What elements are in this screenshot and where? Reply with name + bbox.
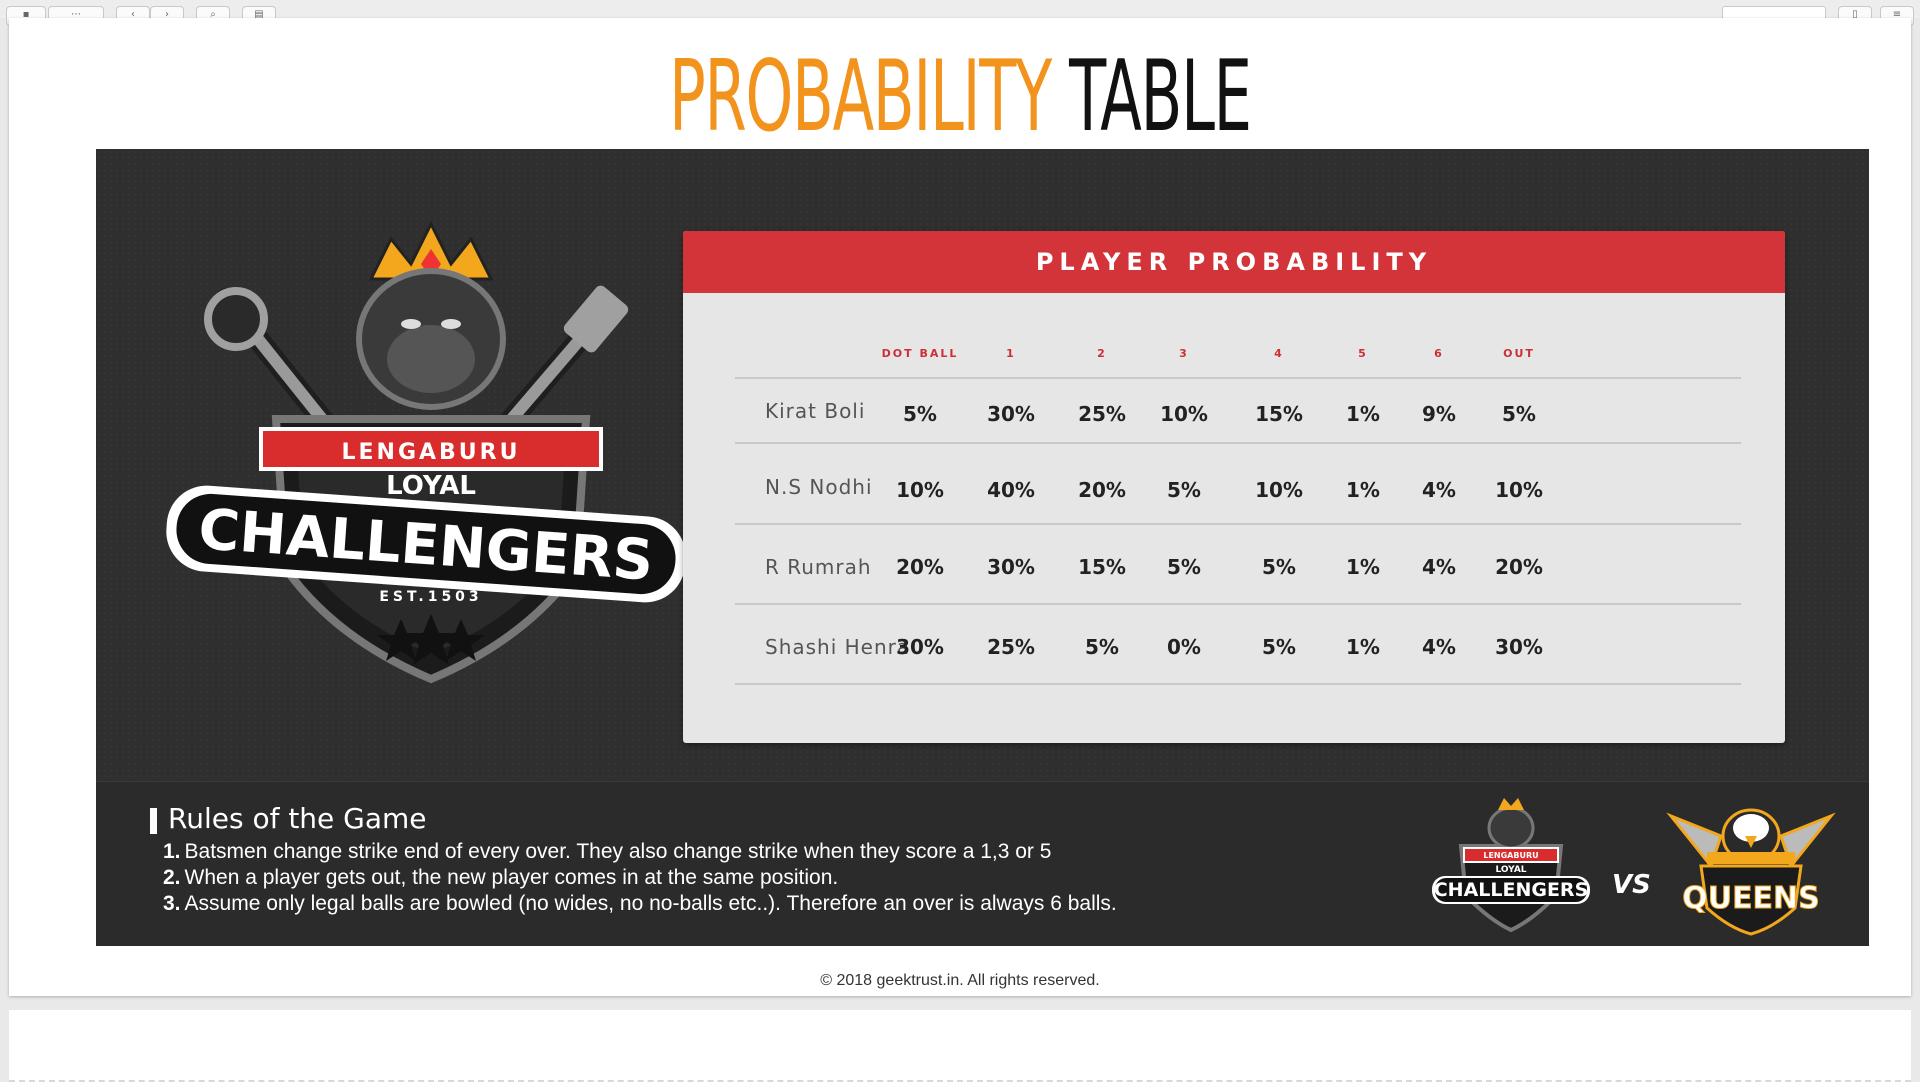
column-header: 6 bbox=[1434, 347, 1444, 360]
rules-marker bbox=[150, 808, 157, 834]
table-cell: 5% bbox=[903, 402, 937, 426]
table-cell: 0% bbox=[1167, 635, 1201, 659]
player-name: Shashi Henra bbox=[765, 635, 911, 659]
player-name: Kirat Boli bbox=[765, 399, 866, 423]
row-divider bbox=[735, 377, 1741, 379]
svg-text:CHALLENGERS: CHALLENGERS bbox=[1434, 879, 1589, 901]
column-header: 4 bbox=[1274, 347, 1284, 360]
column-header: 1 bbox=[1006, 347, 1016, 360]
document-page: PROBABILITY TABLE bbox=[9, 18, 1911, 996]
table-cell: 30% bbox=[987, 555, 1035, 579]
row-divider bbox=[735, 603, 1741, 605]
rule-item: 3. Assume only legal balls are bowled (no… bbox=[163, 892, 1117, 915]
table-cell: 5% bbox=[1262, 555, 1296, 579]
logo-est: EST.1503 bbox=[379, 589, 482, 605]
row-divider bbox=[735, 442, 1741, 444]
row-divider bbox=[735, 683, 1741, 685]
challengers-logo: LENGABURU LOYAL CHALLENGERS bbox=[1432, 798, 1590, 933]
column-header: 3 bbox=[1179, 347, 1189, 360]
table-cell: 30% bbox=[896, 635, 944, 659]
player-name: R Rumrah bbox=[765, 555, 872, 579]
rules-section: Rules of the Game 1. Batsmen change strik… bbox=[96, 781, 1869, 946]
table-cell: 10% bbox=[1255, 478, 1303, 502]
table-heading: PLAYER PROBABILITY bbox=[683, 231, 1785, 293]
column-header: 5 bbox=[1358, 347, 1368, 360]
table-cell: 1% bbox=[1346, 402, 1380, 426]
column-header: DOT BALL bbox=[881, 347, 959, 360]
table-cell: 1% bbox=[1346, 635, 1380, 659]
table-cell: 25% bbox=[987, 635, 1035, 659]
player-probability-table: PLAYER PROBABILITY DOT BALL 1 2 3 4 5 6 … bbox=[683, 231, 1785, 743]
table-cell: 15% bbox=[1255, 402, 1303, 426]
rule-item: 2. When a player gets out, the new player… bbox=[163, 866, 839, 889]
table-cell: 15% bbox=[1078, 555, 1126, 579]
column-header: 2 bbox=[1097, 347, 1107, 360]
row-divider bbox=[735, 523, 1741, 525]
table-cell: 4% bbox=[1422, 555, 1456, 579]
viewer-toolbar: ▪ ⋯ ‹ › ⌕ ▤ ▯ ≡ bbox=[0, 0, 1920, 26]
table-cell: 10% bbox=[1495, 478, 1543, 502]
infographic-banner: LENGABURU LOYAL CHALLENGERS EST.1503 PLA… bbox=[96, 149, 1869, 946]
queens-wordmark: QUEENS bbox=[1682, 881, 1820, 916]
table-cell: 1% bbox=[1346, 478, 1380, 502]
table-cell: 20% bbox=[896, 555, 944, 579]
table-cell: 5% bbox=[1502, 402, 1536, 426]
next-page-sheet bbox=[9, 1010, 1911, 1082]
rule-item: 1. Batsmen change strike end of every ove… bbox=[163, 840, 1052, 863]
table-cell: 20% bbox=[1495, 555, 1543, 579]
title-highlight: PROBABILITY bbox=[669, 40, 1052, 154]
table-cell: 20% bbox=[1078, 478, 1126, 502]
table-cell: 10% bbox=[1160, 402, 1208, 426]
logo-line1: LENGABURU bbox=[342, 440, 521, 465]
table-cell: 40% bbox=[987, 478, 1035, 502]
vs-label: VS bbox=[1612, 870, 1651, 900]
table-cell: 4% bbox=[1422, 478, 1456, 502]
logo-line2: LOYAL bbox=[386, 471, 476, 501]
table-cell: 1% bbox=[1346, 555, 1380, 579]
table-cell: 30% bbox=[1495, 635, 1543, 659]
title-rest: TABLE bbox=[1069, 40, 1252, 154]
svg-text:LOYAL: LOYAL bbox=[1495, 865, 1526, 875]
table-cell: 25% bbox=[1078, 402, 1126, 426]
table-cell: 5% bbox=[1085, 635, 1119, 659]
rules-heading: Rules of the Game bbox=[168, 802, 427, 835]
table-cell: 5% bbox=[1167, 555, 1201, 579]
svg-text:LENGABURU: LENGABURU bbox=[1483, 851, 1538, 860]
eagle-mascot-icon: QUEENS bbox=[1666, 808, 1836, 936]
column-header: OUT bbox=[1503, 347, 1535, 360]
table-cell: 5% bbox=[1167, 478, 1201, 502]
gorilla-mascot-icon: LENGABURU LOYAL CHALLENGERS EST.1503 bbox=[166, 220, 686, 684]
table-cell: 4% bbox=[1422, 635, 1456, 659]
copyright-text: © 2018 geektrust.in. All rights reserved… bbox=[820, 972, 1100, 989]
player-name: N.S Nodhi bbox=[765, 475, 873, 499]
table-cell: 30% bbox=[987, 402, 1035, 426]
table-cell: 9% bbox=[1422, 402, 1456, 426]
table-cell: 10% bbox=[896, 478, 944, 502]
table-cell: 5% bbox=[1262, 635, 1296, 659]
page-title: PROBABILITY TABLE bbox=[370, 48, 1549, 146]
